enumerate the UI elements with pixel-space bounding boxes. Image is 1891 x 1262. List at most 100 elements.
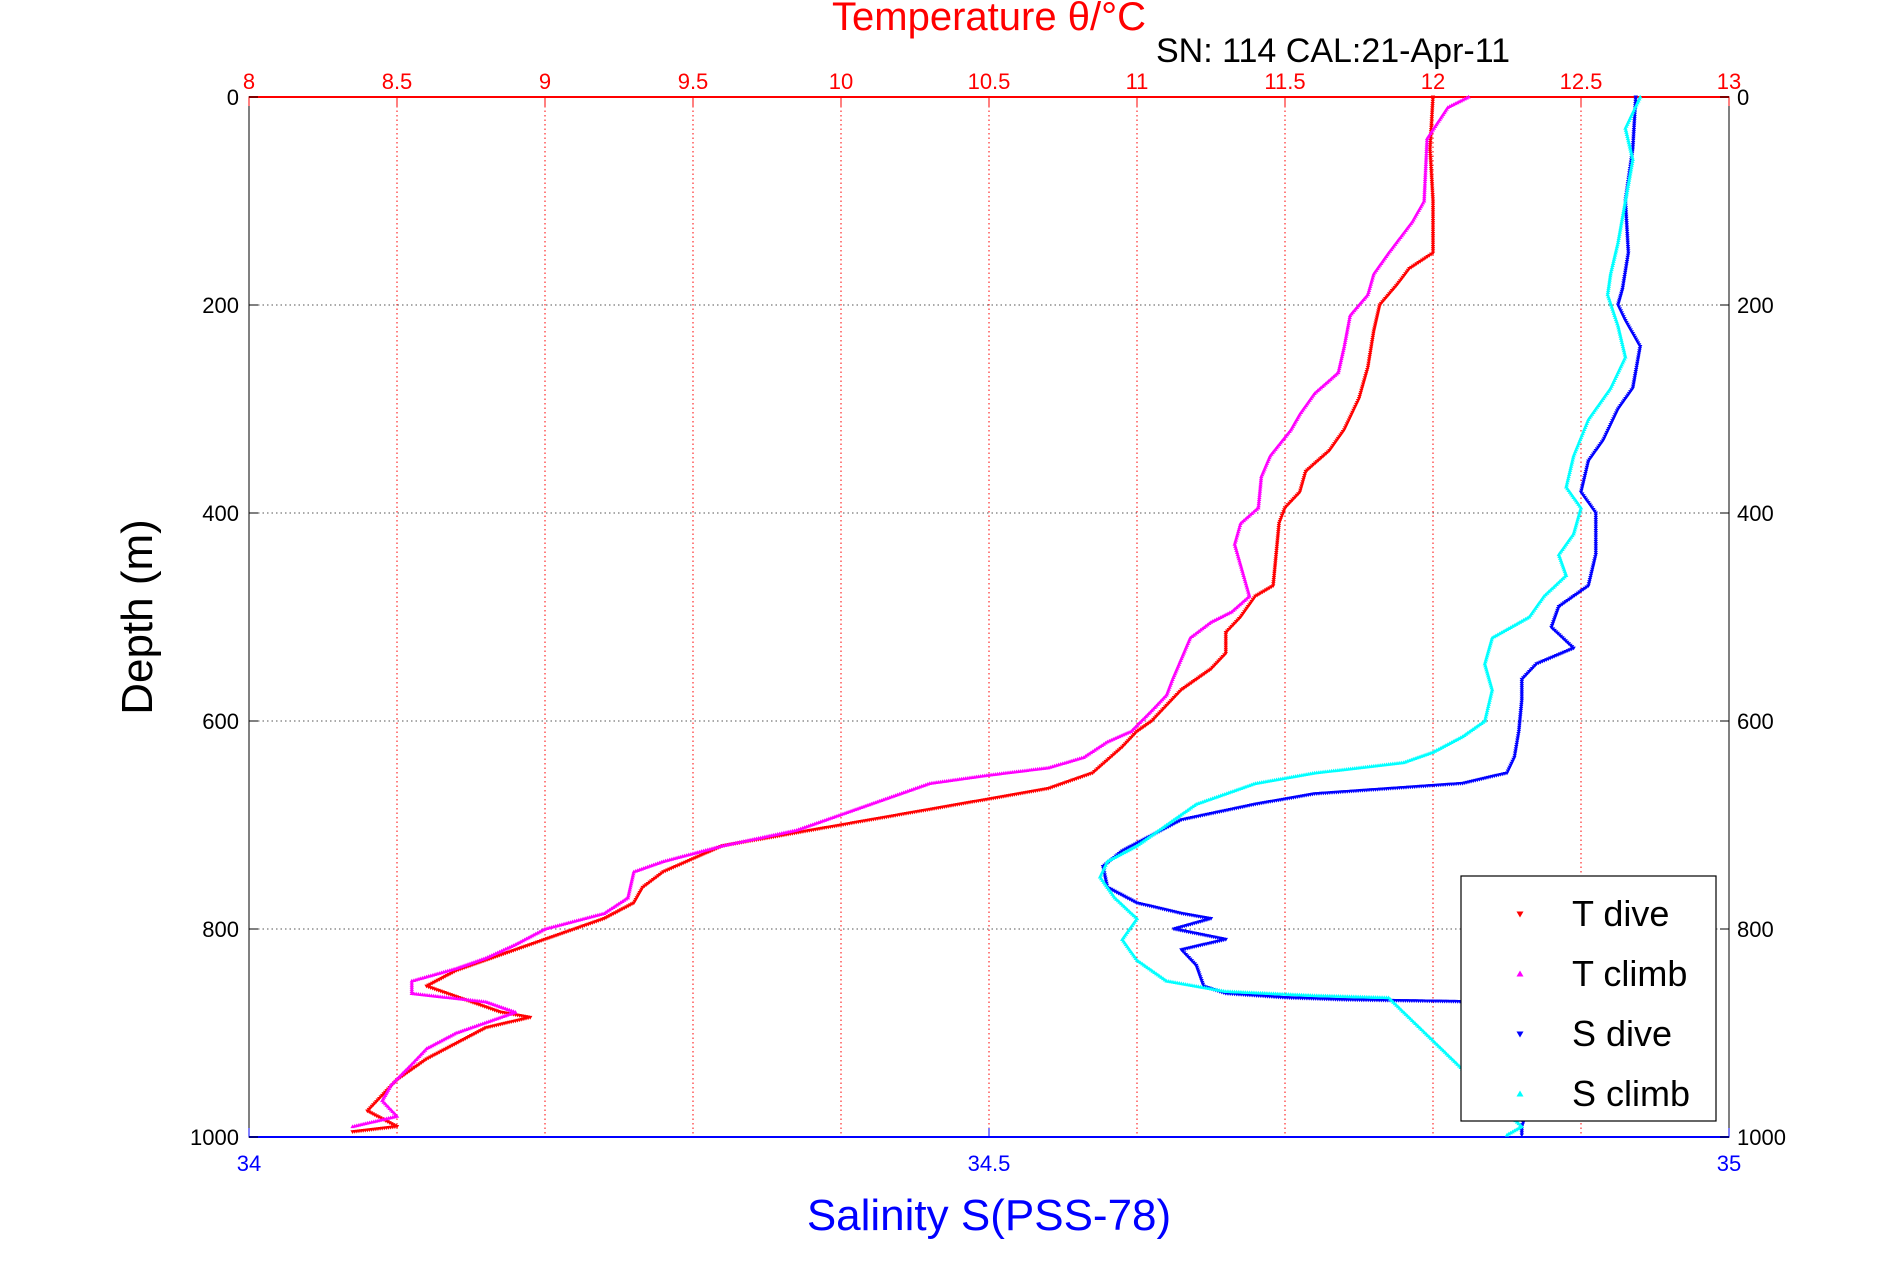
data-point-t-climb — [1241, 573, 1246, 577]
data-point-s-dive — [1607, 425, 1612, 429]
data-point-s-dive — [1580, 482, 1586, 487]
data-point-s-dive — [1593, 555, 1598, 559]
data-point-t-climb — [1347, 317, 1352, 322]
data-point-t-dive — [1223, 641, 1228, 646]
data-point-s-climb — [1622, 352, 1628, 357]
data-point-t-dive — [1274, 544, 1280, 549]
legend-items: T dive T climb S dive S climb — [1516, 893, 1690, 1114]
data-point-t-dive — [431, 1053, 437, 1058]
data-point-t-climb — [1422, 185, 1427, 190]
data-point-t-climb — [1258, 478, 1264, 483]
data-point-s-dive — [1127, 845, 1132, 850]
data-point-t-dive — [1430, 216, 1436, 221]
data-point-s-dive — [1587, 578, 1593, 582]
data-point-t-dive — [454, 1041, 459, 1046]
data-point-t-climb — [1256, 503, 1261, 508]
data-point-s-dive — [1632, 121, 1637, 126]
data-point-t-climb — [1234, 548, 1239, 552]
data-point-s-climb — [1626, 178, 1632, 182]
data-point-s-dive — [1553, 612, 1559, 617]
data-point-s-climb — [1608, 269, 1614, 274]
data-point-s-dive — [1551, 618, 1557, 623]
data-point-t-dive — [1223, 647, 1228, 652]
data-point-s-climb — [1625, 134, 1630, 139]
data-point-s-dive — [1616, 305, 1622, 310]
data-point-s-dive — [1605, 428, 1611, 433]
data-point-t-dive — [1430, 214, 1436, 219]
data-point-s-dive — [1118, 892, 1123, 897]
data-point-s-climb — [1620, 344, 1626, 349]
data-point-t-climb — [1423, 162, 1429, 166]
data-point-s-dive — [1616, 301, 1621, 306]
depth-tick-label-right: 200 — [1737, 293, 1774, 318]
data-point-s-climb — [1623, 126, 1628, 130]
data-point-s-climb — [1627, 175, 1632, 180]
data-point-s-climb — [1629, 153, 1635, 157]
data-point-s-dive — [1593, 518, 1598, 522]
data-point-t-dive — [476, 1030, 481, 1034]
data-point-s-climb — [1624, 130, 1629, 134]
data-point-t-dive — [605, 915, 611, 919]
data-point-s-dive — [1634, 365, 1639, 370]
top-axis-title: Temperature θ/°C — [832, 0, 1146, 39]
data-point-s-dive — [1580, 484, 1585, 489]
data-point-s-dive — [1619, 291, 1624, 296]
data-point-s-climb — [1623, 198, 1628, 203]
data-point-t-climb — [1257, 491, 1262, 495]
data-point-t-dive — [1375, 313, 1380, 318]
data-point-t-dive — [444, 973, 450, 978]
data-point-s-dive — [1613, 411, 1619, 416]
data-point-s-dive — [1620, 313, 1625, 317]
data-point-s-dive — [1631, 127, 1637, 132]
data-point-t-dive — [1271, 573, 1277, 578]
data-point-s-dive — [1616, 299, 1622, 304]
data-point-s-climb — [1626, 140, 1632, 145]
data-point-s-dive — [1593, 522, 1598, 527]
data-point-s-climb — [1486, 649, 1491, 654]
data-point-t-dive — [609, 913, 614, 917]
data-point-s-dive — [1631, 123, 1637, 128]
data-point-s-climb — [1621, 348, 1627, 353]
data-point-t-dive — [1429, 169, 1434, 173]
data-point-s-dive — [1517, 723, 1522, 728]
data-point-s-dive — [1619, 311, 1624, 315]
data-point-s-dive — [1173, 821, 1179, 825]
data-point-s-dive — [1519, 702, 1524, 707]
data-point-t-dive — [616, 909, 622, 913]
data-point-t-dive — [1300, 480, 1305, 484]
data-point-s-dive — [1519, 698, 1524, 703]
data-point-s-dive — [1632, 378, 1637, 383]
data-point-s-climb — [1626, 138, 1631, 143]
data-point-t-dive — [1348, 414, 1353, 419]
data-point-s-climb — [1615, 240, 1621, 245]
data-point-s-dive — [1611, 417, 1616, 421]
data-point-s-dive — [1624, 262, 1629, 266]
data-point-s-dive — [1582, 474, 1588, 478]
data-point-s-climb — [1578, 507, 1583, 512]
data-point-t-climb — [1370, 275, 1375, 280]
data-point-t-climb — [1339, 354, 1345, 359]
data-point-t-climb — [1343, 338, 1348, 342]
data-point-t-climb — [627, 885, 633, 890]
data-point-s-dive — [1620, 283, 1626, 288]
data-point-s-climb — [1483, 714, 1488, 719]
data-point-s-climb — [1606, 286, 1611, 290]
data-point-s-dive — [1601, 436, 1607, 441]
data-point-t-dive — [1372, 325, 1377, 330]
data-point-t-dive — [1421, 257, 1427, 262]
legend: T dive T climb S dive S climb — [1460, 875, 1717, 1122]
data-point-s-dive — [1582, 476, 1587, 480]
data-point-s-dive — [1624, 218, 1629, 223]
data-point-t-dive — [1366, 361, 1371, 366]
data-point-s-dive — [1591, 561, 1597, 566]
data-point-s-dive — [1632, 119, 1637, 124]
data-point-t-climb — [1258, 476, 1264, 481]
data-point-s-climb — [1628, 169, 1633, 174]
data-point-t-climb — [1241, 575, 1247, 580]
data-point-s-climb — [1616, 236, 1621, 240]
data-point-t-climb — [1366, 288, 1372, 292]
data-point-s-dive — [1132, 900, 1138, 905]
data-point-t-dive — [441, 1048, 446, 1053]
data-point-s-dive — [1551, 620, 1556, 624]
data-point-t-dive — [1430, 186, 1435, 191]
